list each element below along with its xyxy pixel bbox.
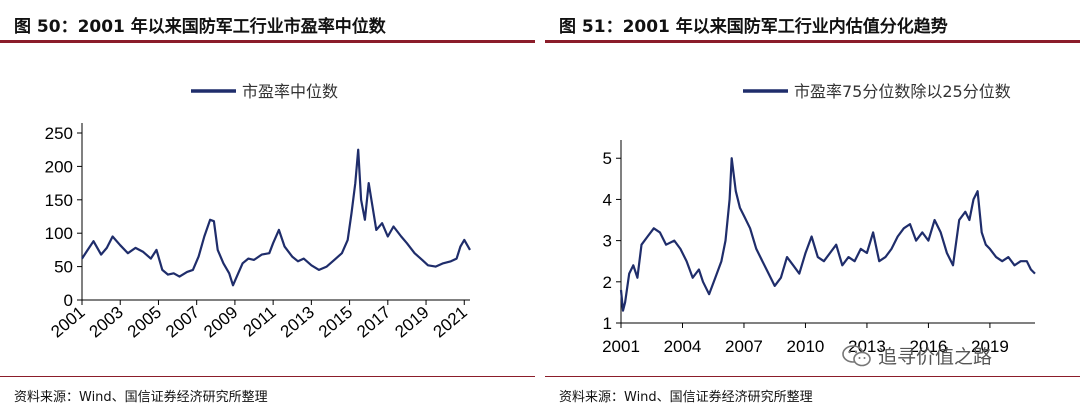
title-bar: 图 50：2001 年以来国防军工行业市盈率中位数 <box>0 6 535 43</box>
y-tick-label: 2 <box>603 273 612 292</box>
series-line <box>81 148 471 287</box>
legend-label: 市盈率中位数 <box>242 82 338 101</box>
y-tick-label: 250 <box>45 124 73 143</box>
legend: 市盈率75分位数除以25分位数 <box>743 82 1011 101</box>
y-tick-label: 1 <box>603 314 612 333</box>
x-tick-label: 2019 <box>971 337 1009 356</box>
y-tick-label: 150 <box>45 191 73 210</box>
legend: 市盈率中位数 <box>191 82 338 101</box>
y-tick-label: 0 <box>64 291 73 310</box>
line-chart-pe-dispersion: 市盈率75分位数除以25分位数 1 2 3 4 5 2001 2004 2007 2010 2013… <box>602 82 1036 356</box>
x-tick-label: 2016 <box>910 337 948 356</box>
legend-label: 市盈率75分位数除以25分位数 <box>794 82 1011 101</box>
source-note: 资料来源：Wind、国信证券经济研究所整理 <box>559 390 813 405</box>
y-tick-label: 5 <box>603 149 612 168</box>
x-tick-label: 2010 <box>787 337 825 356</box>
series-line <box>619 157 1036 312</box>
chart-title: 图 51：2001 年以来国防军工行业内估值分化趋势 <box>559 17 948 37</box>
x-tick-label: 2003 <box>86 303 127 342</box>
x-tick-label: 2007 <box>725 337 763 356</box>
x-tick-label: 2021 <box>430 303 471 342</box>
chart-panel-right: 图 51：2001 年以来国防军工行业内估值分化趋势 市盈率75分位数除以25分… <box>545 0 1080 410</box>
x-tick-label: 2001 <box>47 303 88 342</box>
source-note: 资料来源：Wind、国信证券经济研究所整理 <box>14 390 268 405</box>
y-tick-label: 50 <box>54 258 73 277</box>
watermark: 追寻价值之路 <box>842 342 992 369</box>
x-tick-label: 2011 <box>239 303 279 341</box>
x-tick-label: 2001 <box>602 337 640 356</box>
source-bar: 资料来源：Wind、国信证券经济研究所整理 <box>545 376 1080 411</box>
x-tick-label: 2005 <box>124 303 165 342</box>
x-tick-label: 2019 <box>391 303 432 342</box>
title-bar: 图 51：2001 年以来国防军工行业内估值分化趋势 <box>545 6 1080 43</box>
watermark-text: 追寻价值之路 <box>878 346 993 368</box>
source-bar: 资料来源：Wind、国信证券经济研究所整理 <box>0 376 535 411</box>
chart-title: 图 50：2001 年以来国防军工行业市盈率中位数 <box>14 17 386 37</box>
x-tick-label: 2015 <box>315 303 356 342</box>
y-tick-label: 200 <box>45 157 73 176</box>
x-tick-label: 2017 <box>353 303 394 342</box>
chart-panel-left: 图 50：2001 年以来国防军工行业市盈率中位数 市盈率中位数 0 50 100 15… <box>0 0 535 410</box>
wechat-icon <box>842 344 871 366</box>
x-tick-label: 2004 <box>664 337 702 356</box>
line-chart-pe-median: 市盈率中位数 0 50 100 150 200 250 2001200320052007200… <box>45 82 471 342</box>
x-tick-label: 2007 <box>162 303 203 342</box>
x-tick-label: 2013 <box>848 337 886 356</box>
x-tick-label: 2013 <box>277 303 318 342</box>
y-tick-label: 4 <box>603 190 612 209</box>
y-tick-label: 3 <box>603 232 612 251</box>
y-tick-label: 100 <box>45 224 73 243</box>
x-tick-label: 2009 <box>200 303 241 342</box>
